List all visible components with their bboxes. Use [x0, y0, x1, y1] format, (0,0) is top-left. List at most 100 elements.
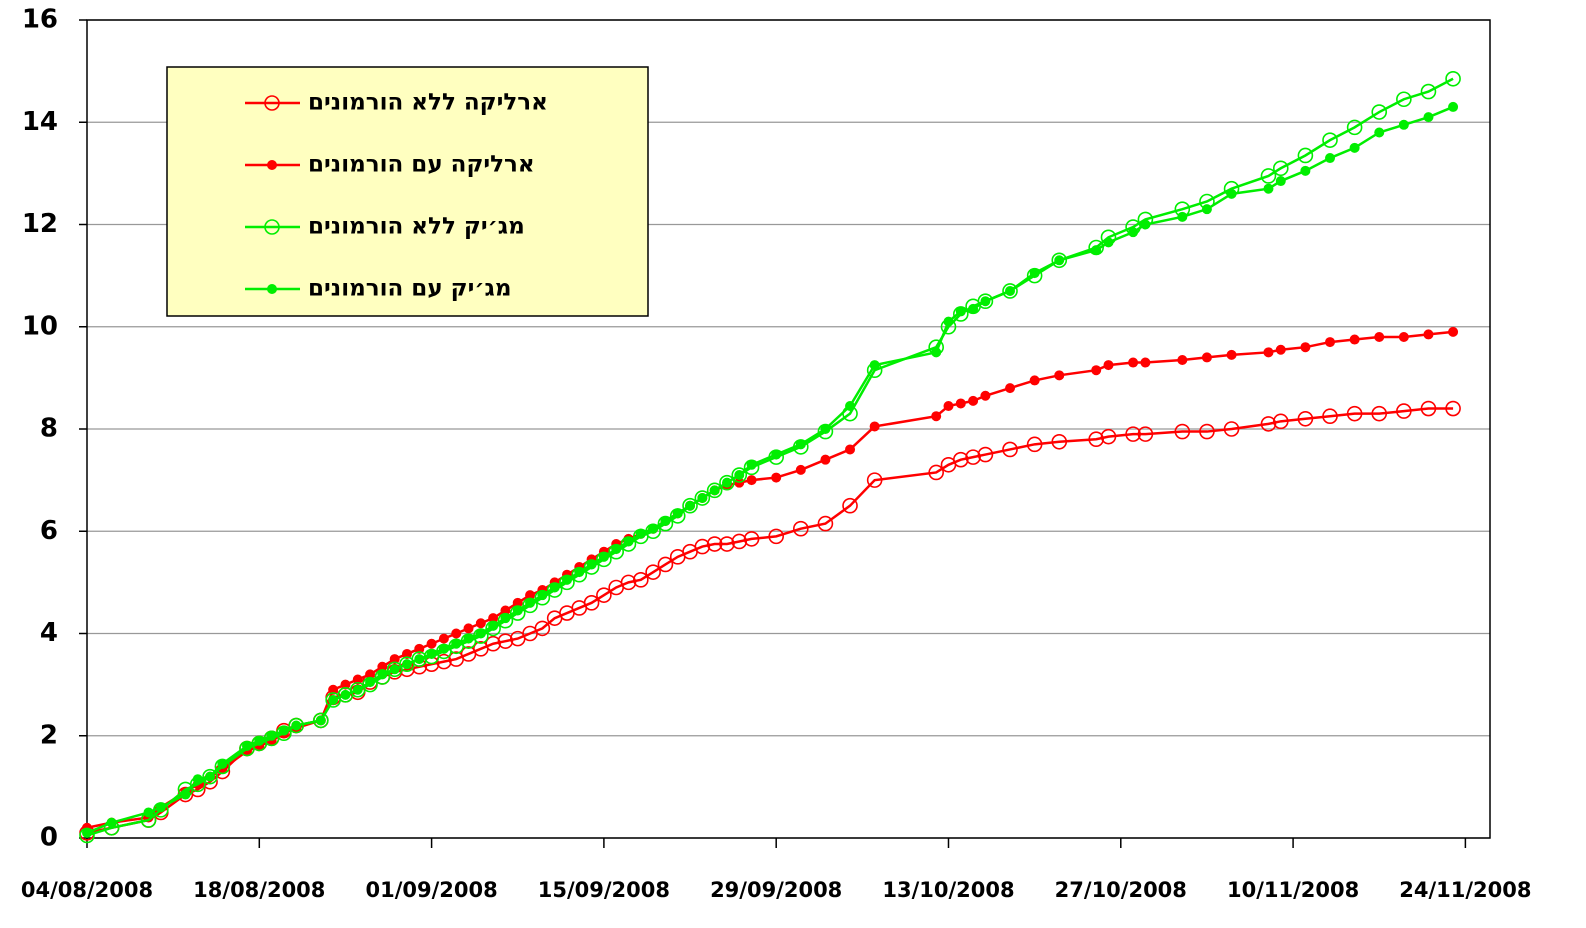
data-point	[952, 451, 969, 468]
legend-label: ארליקה עם הורמונים	[308, 152, 535, 178]
data-point	[1054, 255, 1065, 266]
data-point	[1005, 383, 1016, 394]
data-point	[426, 638, 437, 649]
data-point	[451, 628, 462, 639]
data-point	[1226, 349, 1237, 360]
data-point	[719, 474, 735, 491]
data-point	[313, 712, 329, 729]
data-point	[1128, 227, 1139, 238]
data-point	[266, 730, 277, 741]
data-point	[721, 477, 732, 488]
data-point	[1140, 219, 1151, 230]
data-point	[866, 472, 883, 488]
data-point	[709, 485, 720, 496]
data-point	[968, 395, 979, 406]
data-point	[1346, 119, 1363, 136]
data-point	[561, 574, 572, 585]
data-point	[525, 597, 536, 608]
data-point	[1374, 331, 1385, 342]
data-point	[328, 684, 339, 695]
data-point	[1002, 441, 1018, 458]
data-point	[1054, 370, 1065, 381]
data-point	[549, 582, 560, 593]
data-point	[931, 347, 942, 358]
data-point	[1322, 408, 1338, 425]
data-point	[648, 523, 659, 534]
data-point	[328, 694, 339, 705]
legend: ארליקה ללא הורמונים ארליקה עם הורמונים מג׳…	[166, 66, 649, 317]
data-point	[842, 497, 858, 514]
data-point	[1103, 360, 1114, 371]
data-point	[340, 679, 351, 690]
data-point	[1223, 421, 1240, 437]
x-tick-label: 18/08/2008	[193, 878, 325, 902]
data-point	[611, 544, 622, 555]
data-point	[1226, 188, 1237, 199]
x-tick-label: 27/10/2008	[1055, 878, 1187, 902]
data-point	[623, 536, 634, 547]
data-point	[82, 827, 92, 838]
data-point	[1128, 357, 1139, 368]
data-point	[500, 613, 511, 624]
data-point	[968, 303, 979, 314]
data-point	[1088, 431, 1104, 448]
data-point	[977, 293, 994, 309]
data-point	[254, 735, 265, 746]
data-point	[706, 536, 723, 552]
y-tick-label: 2	[40, 720, 58, 750]
data-point	[1091, 245, 1102, 256]
data-point	[1100, 428, 1117, 445]
data-point	[1005, 285, 1016, 296]
data-point	[411, 651, 428, 667]
data-point	[1177, 354, 1188, 365]
data-point	[1177, 211, 1188, 222]
data-point	[475, 618, 486, 629]
data-point	[845, 400, 856, 411]
data-point	[1026, 436, 1043, 453]
data-point	[241, 740, 252, 751]
data-point	[845, 444, 856, 455]
series-line	[86, 330, 1454, 829]
data-point	[463, 623, 474, 634]
data-point	[955, 398, 966, 409]
data-point	[795, 439, 806, 450]
data-point	[657, 556, 674, 573]
plot-frame	[86, 19, 1491, 839]
data-point	[143, 807, 154, 818]
data-point	[598, 551, 609, 562]
data-point	[1260, 416, 1277, 432]
data-point	[965, 449, 981, 465]
data-point	[943, 400, 954, 411]
data-point	[697, 493, 708, 504]
data-point	[155, 802, 166, 813]
x-tick-label: 04/08/2008	[21, 878, 153, 902]
data-point	[977, 446, 994, 463]
data-point	[1260, 168, 1277, 184]
data-point	[1137, 426, 1154, 442]
series-line	[86, 407, 1454, 835]
data-point	[1275, 176, 1286, 187]
data-point	[202, 768, 218, 785]
data-point	[931, 411, 942, 422]
data-point	[485, 635, 501, 652]
data-point	[633, 572, 649, 588]
data-point	[438, 643, 449, 654]
data-point	[793, 520, 809, 537]
data-point	[1445, 70, 1461, 87]
data-point	[795, 464, 806, 475]
data-point	[645, 564, 661, 580]
data-point	[1445, 400, 1461, 417]
data-point	[278, 725, 289, 736]
data-point	[288, 717, 305, 734]
data-point	[1420, 83, 1437, 100]
data-point	[426, 648, 437, 659]
data-point	[980, 296, 991, 307]
y-tick-label: 12	[22, 209, 58, 239]
data-point	[731, 467, 748, 483]
y-tick-label: 14	[22, 107, 58, 137]
data-point	[352, 684, 363, 695]
x-tick-label: 24/11/2008	[1399, 878, 1531, 902]
data-point	[694, 490, 711, 506]
data-point	[1346, 405, 1363, 422]
